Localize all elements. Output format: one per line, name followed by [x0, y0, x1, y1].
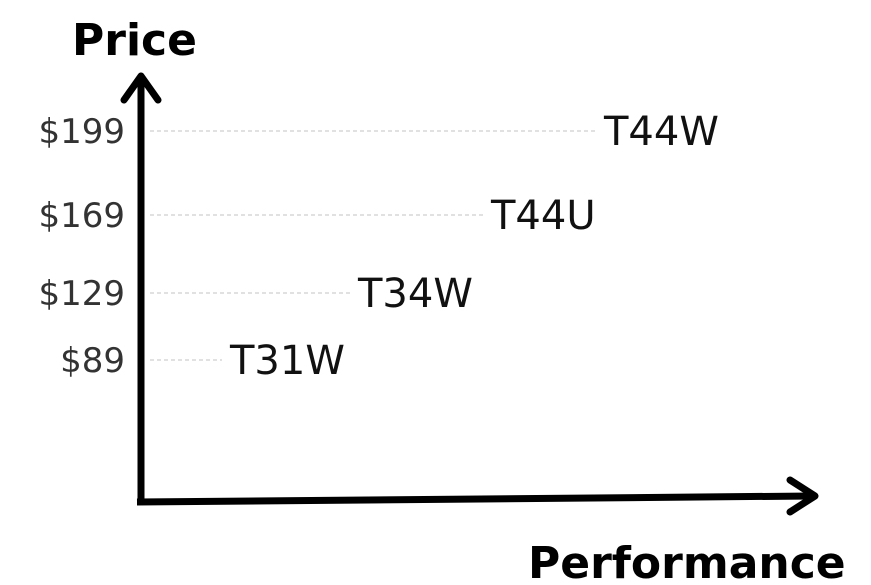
y-tick-label: $89 [60, 341, 125, 381]
x-axis-title: Performance [528, 538, 846, 585]
guide-lines [150, 130, 596, 361]
y-axis-arrowhead [120, 72, 162, 104]
y-tick-label: $129 [38, 274, 125, 314]
x-axis-line [136, 492, 813, 506]
y-tick-labels: $89 $129 $169 $199 [38, 112, 125, 381]
point-label: T31W [229, 338, 345, 384]
point-label: T44U [490, 193, 596, 239]
y-axis-title: Price [72, 15, 197, 66]
x-axis-arrowhead [786, 476, 819, 516]
point-label: T44W [603, 109, 719, 155]
y-tick-label: $169 [38, 196, 125, 236]
point-label: T34W [357, 271, 473, 317]
y-tick-label: $199 [38, 112, 125, 152]
